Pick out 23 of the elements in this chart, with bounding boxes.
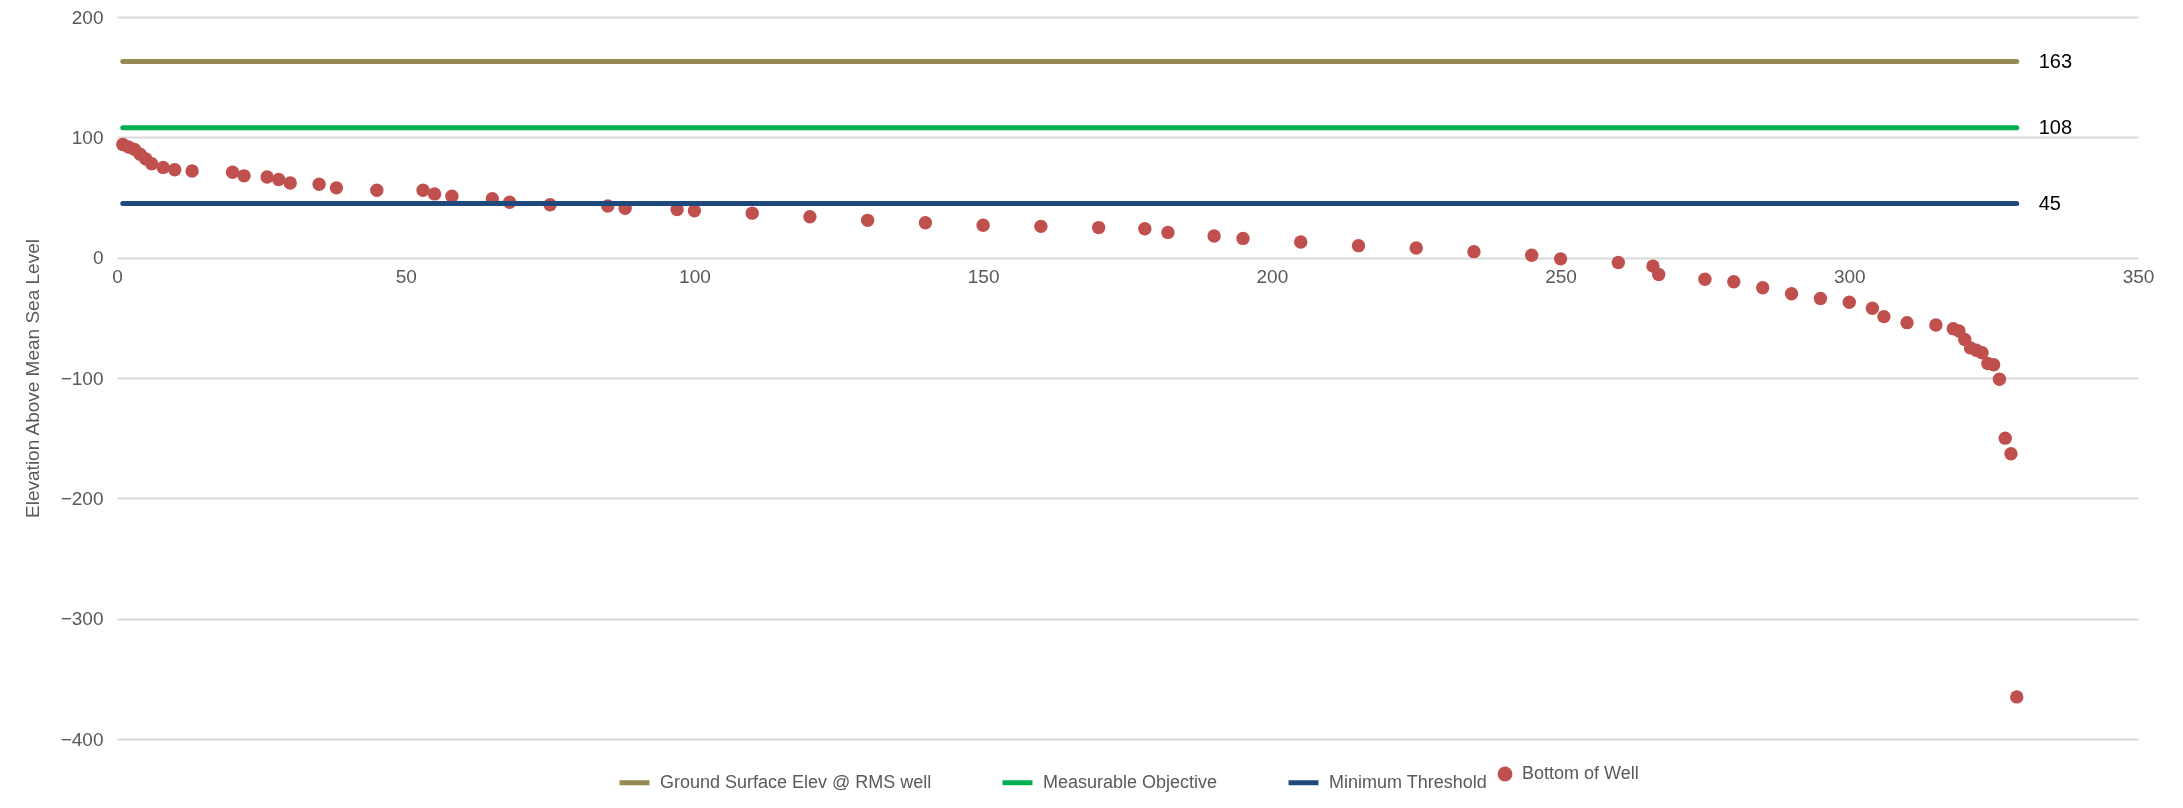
y-tick-label: −400	[60, 728, 104, 750]
y-tick-label: 200	[71, 6, 104, 28]
y-tick-label: −100	[60, 367, 104, 389]
y-tick-label: 100	[71, 126, 104, 148]
x-tick-label: 150	[967, 266, 1000, 288]
y-tick-label: −300	[60, 608, 104, 630]
legend-label: Measurable Objective	[1043, 771, 1218, 792]
x-tick-label: 50	[395, 266, 417, 288]
x-tick-label: 250	[1545, 266, 1577, 288]
x-tick-label: 0	[112, 266, 123, 288]
y-axis-title: Elevation Above Mean Sea Level	[21, 239, 43, 518]
legend-label: Minimum Threshold	[1329, 771, 1487, 792]
x-tick-label: 300	[1833, 266, 1866, 288]
legend-label: Bottom of Well	[1522, 763, 1639, 783]
data-label: 163	[2038, 49, 2073, 72]
y-tick-label: 0	[92, 247, 104, 269]
legend-label: Ground Surface Elev @ RMS well	[660, 771, 932, 792]
x-tick-label: 350	[2122, 266, 2155, 288]
x-tick-label: 100	[679, 266, 711, 288]
data-label: 45	[2038, 191, 2061, 214]
y-tick-label: −200	[60, 487, 104, 509]
data-label: 108	[2038, 115, 2073, 138]
x-tick-label: 200	[1256, 266, 1289, 288]
